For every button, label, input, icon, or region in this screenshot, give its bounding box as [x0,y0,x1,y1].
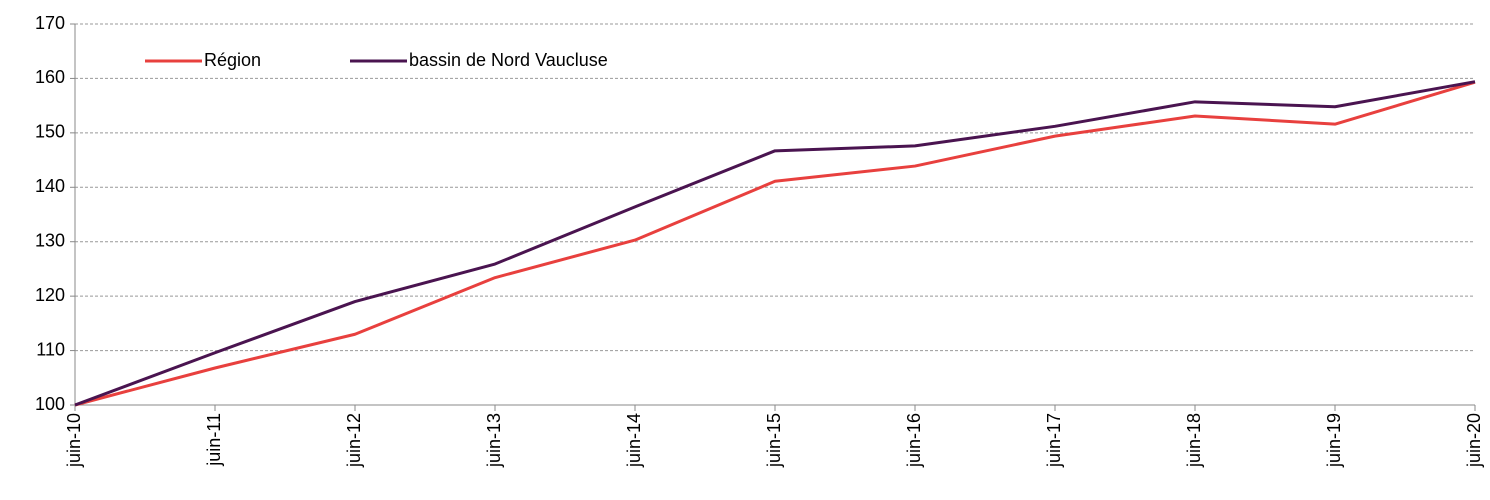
y-tick-label: 140 [35,176,65,196]
y-tick-label: 130 [35,230,65,250]
x-tick-label: juin-17 [1044,413,1064,468]
x-tick-label: juin-20 [1464,413,1484,468]
y-tick-label: 150 [35,122,65,142]
x-tick-label: juin-11 [204,413,224,467]
y-tick-label: 170 [35,13,65,33]
y-tick-label: 100 [35,394,65,414]
x-tick-label: juin-13 [484,413,504,468]
x-tick-label: juin-16 [904,413,924,468]
series-line [74,80,1476,407]
x-tick-label: juin-19 [1324,413,1344,468]
y-tick-label: 110 [36,339,65,359]
legend-label: Région [204,50,261,70]
x-tick-label: juin-18 [1184,413,1204,468]
x-tick-label: juin-12 [344,413,364,468]
x-tick-label: juin-10 [64,413,84,468]
y-tick-label: 160 [35,67,65,87]
series-line [74,80,1476,407]
y-tick-label: 120 [35,285,65,305]
x-tick-label: juin-14 [624,413,644,468]
x-tick-label: juin-15 [764,413,784,468]
legend-label: bassin de Nord Vaucluse [409,50,608,70]
